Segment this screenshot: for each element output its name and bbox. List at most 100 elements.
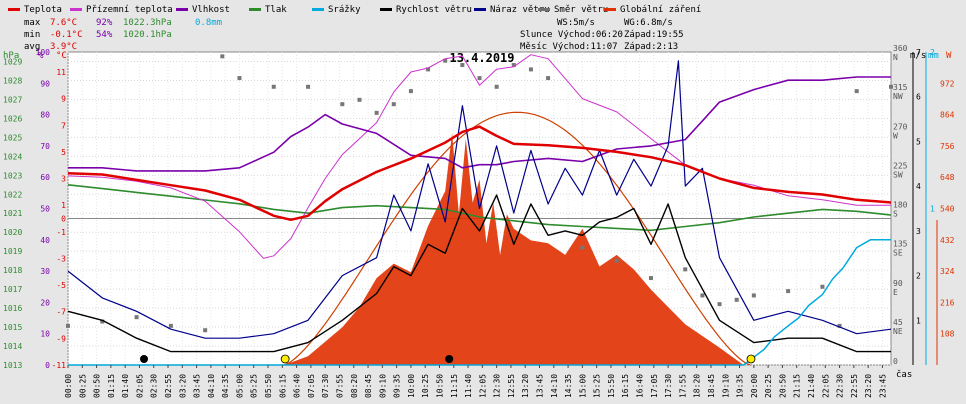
- time-tick: 17:30: [664, 374, 673, 398]
- temp-tick: 9: [61, 95, 66, 104]
- temp-tick: -11: [52, 361, 67, 370]
- series-line-teplota: [67, 125, 892, 222]
- max-press: 1022.3hPa: [123, 18, 172, 28]
- dir-tick-label: S: [893, 210, 898, 219]
- time-tick: 22:55: [850, 374, 859, 398]
- wind-dir-point: [408, 89, 413, 94]
- press-tick: 1013: [3, 361, 22, 370]
- moon-set: Západ:2:13: [624, 42, 678, 52]
- press-tick: 1015: [3, 323, 22, 332]
- wind-dir-point: [134, 315, 139, 320]
- time-tick: 10:00: [407, 374, 416, 398]
- dir-tick-label: N: [893, 53, 898, 62]
- dir-tick: 315: [893, 83, 908, 92]
- wg-value: WG:6.8m/s: [624, 18, 673, 28]
- press-tick: 1023: [3, 171, 22, 180]
- wind-dir-point: [443, 58, 448, 63]
- temp-tick: 0: [61, 214, 66, 223]
- press-tick: 1014: [3, 342, 22, 351]
- dir-tick: 270: [893, 122, 908, 131]
- temp-tick: -1: [56, 228, 66, 237]
- hum-tick: 30: [40, 267, 50, 276]
- legend-label-1: Přízemní teplota: [86, 5, 173, 15]
- time-tick: 20:50: [778, 374, 787, 398]
- press-tick: 1029: [3, 57, 22, 66]
- sun-moon-info: WS:5m/s WG:6.8m/s Slunce Východ:06:20 Zá…: [520, 18, 684, 52]
- time-tick: 00:00: [64, 374, 73, 398]
- axes: 1029102810271026102510241023102210211020…: [3, 44, 955, 370]
- legend-label-2: Vlhkost: [192, 5, 230, 15]
- wind-dir-point: [700, 293, 705, 298]
- wind-dir-point: [494, 84, 499, 89]
- time-tick: 04:35: [221, 374, 230, 398]
- unit-time: čas: [896, 369, 912, 380]
- time-tick: 16:15: [621, 374, 630, 398]
- legend-swatch-4: [312, 8, 324, 11]
- day-markers: [140, 354, 756, 364]
- wind-dir-point: [546, 76, 551, 81]
- time-tick: 08:45: [364, 374, 373, 398]
- legend-swatch-6: [474, 8, 486, 11]
- wind-dir-point: [786, 289, 791, 294]
- time-tick: 09:10: [378, 374, 387, 398]
- time-axis: 00:00 00:25 00:50 01:15 01:40 02:05 02:30 02:55…: [64, 365, 887, 398]
- press-tick: 1017: [3, 285, 22, 294]
- hum-tick: 90: [40, 79, 50, 88]
- temp-tick: 7: [61, 121, 66, 130]
- unit-press: hPa: [3, 51, 19, 61]
- moon-rise-marker: [445, 355, 454, 363]
- time-tick: 00:50: [93, 374, 102, 398]
- time-tick: 06:15: [278, 374, 287, 398]
- wind-dir-point: [528, 67, 533, 72]
- wind-dir-point: [854, 89, 859, 94]
- wind-dir-point: [66, 323, 70, 328]
- press-tick: 1022: [3, 190, 22, 199]
- rad-tick: 540: [940, 205, 955, 214]
- time-tick: 08:20: [350, 374, 359, 398]
- time-tick: 07:05: [307, 374, 316, 398]
- temp-tick: -9: [56, 334, 66, 343]
- series-line-náraz-větru: [67, 60, 892, 339]
- wind-dir-point: [648, 276, 653, 281]
- unit-rain: mm: [928, 51, 939, 61]
- dir-tick-label: SE: [893, 249, 903, 258]
- time-tick: 21:15: [793, 374, 802, 398]
- wind-dir-point: [820, 284, 825, 289]
- time-tick: 01:15: [107, 374, 116, 398]
- chart-title: 13.4.2019: [449, 51, 514, 65]
- wind-dir-point: [426, 67, 431, 72]
- time-tick: 15:50: [607, 374, 616, 398]
- time-tick: 11:15: [450, 374, 459, 398]
- time-tick: 20:25: [764, 374, 773, 398]
- press-tick: 1021: [3, 209, 22, 218]
- temp-tick: 3: [61, 175, 66, 184]
- dir-tick: 180: [893, 201, 908, 210]
- stats-block: max 7.6°C 92% 1022.3hPa 0.8mm min -0.1°C…: [24, 18, 222, 52]
- wind-tick: 5: [916, 137, 921, 146]
- hum-tick: 100: [36, 48, 51, 57]
- dir-tick: 0: [893, 357, 898, 366]
- hum-tick: 40: [40, 236, 50, 245]
- time-tick: 18:45: [707, 374, 716, 398]
- hum-tick: 20: [40, 298, 50, 307]
- time-tick: 03:45: [193, 374, 202, 398]
- wind-dir-point: [340, 102, 345, 107]
- time-tick: 04:10: [207, 374, 216, 398]
- rad-tick: 756: [940, 142, 955, 151]
- rad-tick: 648: [940, 173, 955, 182]
- time-tick: 13:20: [521, 374, 530, 398]
- dir-tick-label: W: [893, 131, 898, 140]
- press-tick: 1028: [3, 76, 22, 85]
- dir-tick-label: SW: [893, 170, 903, 179]
- dir-tick: 45: [893, 318, 903, 327]
- time-tick: 23:45: [878, 374, 887, 398]
- dir-tick: 90: [893, 279, 903, 288]
- press-tick: 1027: [3, 95, 22, 104]
- time-tick: 01:40: [121, 374, 130, 398]
- wind-dir-point: [580, 245, 585, 250]
- wind-dir-point: [734, 297, 739, 302]
- legend-swatch-8: [604, 8, 616, 11]
- series-line-rychlost-větru: [67, 194, 891, 353]
- legend-swatch-5: [380, 8, 392, 11]
- time-tick: 13:45: [536, 374, 545, 398]
